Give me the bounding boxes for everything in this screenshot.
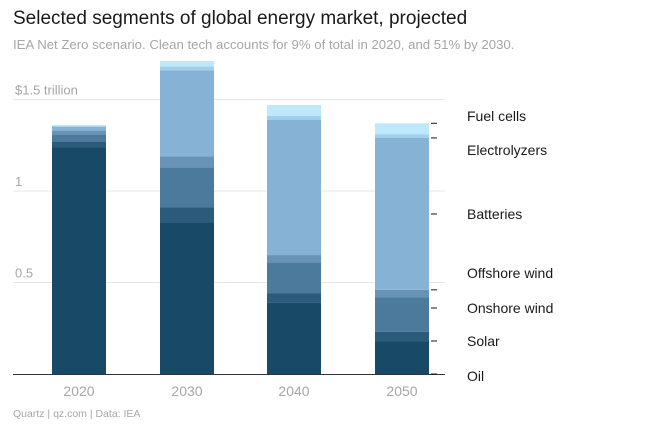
bar-segment-2020-oil: [52, 147, 106, 374]
bar-segment-2050-batteries: [375, 137, 429, 290]
legend-label-electrolyzers: Electrolyzers: [467, 142, 547, 158]
bar-segment-2050-offshore-wind: [375, 289, 429, 298]
x-tick-label-2050: 2050: [386, 383, 417, 399]
x-tick-label-2030: 2030: [171, 383, 202, 399]
y-tick-label-1: 1: [15, 174, 22, 189]
bar-segment-2040-solar: [267, 293, 321, 303]
bar-segment-2040-offshore-wind: [267, 255, 321, 263]
bar-segment-2040-fuel-cells: [267, 104, 321, 116]
bar-segment-2050-electrolyzers: [375, 134, 429, 138]
bar-segment-2030-solar: [160, 207, 214, 223]
bar-segment-2050-oil: [375, 341, 429, 374]
bar-segment-2030-oil: [160, 222, 214, 374]
chart-title: Selected segments of global energy marke…: [13, 8, 468, 29]
bar-segment-2050-fuel-cells: [375, 123, 429, 135]
bar-segment-2030-batteries: [160, 70, 214, 157]
legend-label-batteries: Batteries: [467, 206, 522, 222]
chart-subtitle: IEA Net Zero scenario. Clean tech accoun…: [13, 37, 515, 52]
bar-segment-2020-fuel-cells: [52, 125, 106, 127]
legend-label-fuel-cells: Fuel cells: [467, 108, 526, 124]
bar-segment-2020-solar: [52, 141, 106, 148]
bar-segment-2030-onshore-wind: [160, 167, 214, 208]
legend-label-onshore-wind: Onshore wind: [467, 300, 553, 316]
bar-segment-2020-electrolyzers: [52, 126, 106, 127]
bar-segment-2020-batteries: [52, 126, 106, 131]
y-tick-label-0-5: 0.5: [15, 266, 33, 281]
x-tick-label-2040: 2040: [278, 383, 309, 399]
bar-segment-2020-onshore-wind: [52, 134, 106, 142]
bar-segment-2050-solar: [375, 331, 429, 342]
source-footer: Quartz | qz.com | Data: IEA: [13, 408, 141, 420]
y-tick-label-1-5: $1.5 trillion: [15, 83, 78, 98]
bar-segment-2040-batteries: [267, 119, 321, 256]
bar-segment-2040-oil: [267, 302, 321, 374]
bar-segment-2050-onshore-wind: [375, 297, 429, 332]
bar-segment-2040-onshore-wind: [267, 262, 321, 294]
bar-segment-2030-offshore-wind: [160, 156, 214, 168]
legend-label-oil: Oil: [467, 368, 484, 384]
bar-segment-2030-fuel-cells: [160, 61, 214, 67]
bar-segment-2020-offshore-wind: [52, 130, 106, 135]
legend-label-solar: Solar: [467, 333, 500, 349]
x-tick-label-2020: 2020: [63, 383, 94, 399]
bar-segment-2030-electrolyzers: [160, 66, 214, 71]
legend-label-offshore-wind: Offshore wind: [467, 265, 553, 281]
bar-segment-2040-electrolyzers: [267, 115, 321, 120]
